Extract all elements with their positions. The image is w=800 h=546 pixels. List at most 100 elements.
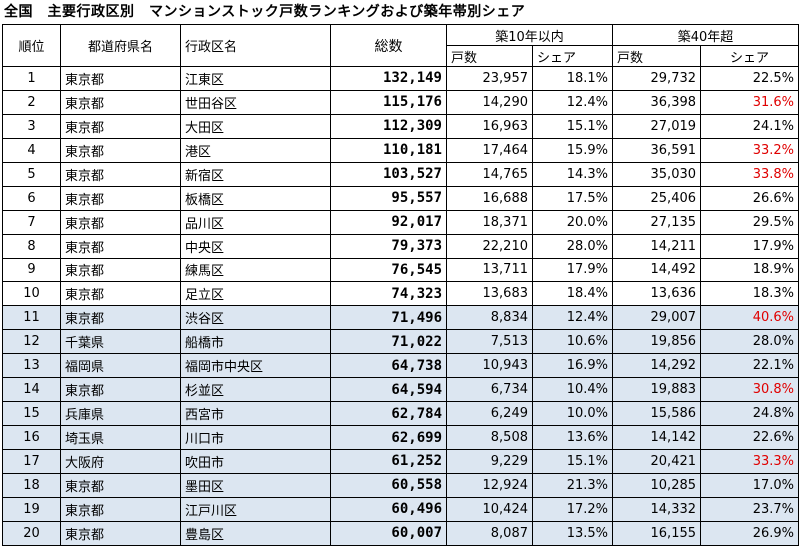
old-share-cell: 18.9% [700,257,800,283]
prefecture-cell: 兵庫県 [60,401,181,427]
recent-units-cell: 16,963 [446,113,533,139]
recent-units-cell: 9,229 [446,449,533,474]
table-row: 16 埼玉県 川口市 62,699 8,508 13.6% 14,142 22.6% [2,425,800,450]
city-cell: 江東区 [180,66,331,91]
old-share-cell: 29.5% [700,209,800,235]
old-share-cell: 24.8% [700,401,800,427]
table-row: 13 福岡県 福岡市中央区 64,738 10,943 16.9% 14,292 22.1% [2,353,800,379]
table-row: 14 東京都 杉並区 64,594 6,734 10.4% 19,883 30.8% [2,377,800,403]
total-cell: 110,181 [330,137,447,163]
table-row: 1 東京都 江東区 132,149 23,957 18.1% 29,732 22.5% [2,66,800,91]
rank-cell: 2 [2,89,61,115]
recent-share-cell: 15.1% [531,113,614,139]
recent-share-cell: 17.9% [531,257,614,283]
rank-cell: 13 [2,353,61,379]
prefecture-cell: 東京都 [60,472,181,498]
city-cell: 新宿区 [180,161,331,187]
recent-share-cell: 14.3% [531,161,614,187]
city-cell: 足立区 [180,281,331,307]
recent-share-cell: 12.4% [531,89,614,115]
recent-units-cell: 6,734 [446,377,533,403]
recent-units-cell: 6,249 [446,401,533,427]
city-cell: 川口市 [180,425,331,450]
table-row: 6 東京都 板橋区 95,557 16,688 17.5% 25,406 26.6% [2,185,800,211]
header-old-share: シェア [700,45,800,67]
old-share-cell: 28.0% [700,329,800,355]
old-units-cell: 19,856 [612,329,702,355]
recent-share-cell: 12.4% [531,305,614,331]
city-cell: 杉並区 [180,377,331,403]
prefecture-cell: 東京都 [60,257,181,283]
prefecture-cell: 千葉県 [60,329,181,355]
table-row: 15 兵庫県 西宮市 62,784 6,249 10.0% 15,586 24.8% [2,401,800,427]
prefecture-cell: 東京都 [60,233,181,259]
prefecture-cell: 東京都 [60,185,181,211]
city-cell: 西宮市 [180,401,331,427]
header-total: 総数 [330,24,447,67]
prefecture-cell: 東京都 [60,113,181,139]
old-units-cell: 27,019 [612,113,702,139]
recent-share-cell: 10.6% [531,329,614,355]
old-units-cell: 29,732 [612,66,702,91]
city-cell: 大田区 [180,113,331,139]
city-cell: 港区 [180,137,331,163]
recent-units-cell: 14,765 [446,161,533,187]
table-row: 3 東京都 大田区 112,309 16,963 15.1% 27,019 24.1% [2,113,800,139]
recent-units-cell: 8,834 [446,305,533,331]
old-units-cell: 14,492 [612,257,702,283]
recent-units-cell: 10,424 [446,496,533,522]
table-row: 9 東京都 練馬区 76,545 13,711 17.9% 14,492 18.9% [2,257,800,283]
recent-units-cell: 12,924 [446,472,533,498]
old-share-cell: 31.6% [700,89,800,115]
total-cell: 103,527 [330,161,447,187]
old-share-cell: 22.6% [700,425,800,450]
old-units-cell: 13,636 [612,281,702,307]
city-cell: 船橋市 [180,329,331,355]
table-row: 20 東京都 豊島区 60,007 8,087 13.5% 16,155 26.9% [2,520,800,546]
rank-cell: 12 [2,329,61,355]
prefecture-cell: 東京都 [60,520,181,546]
rank-cell: 14 [2,377,61,403]
total-cell: 132,149 [330,66,447,91]
old-share-cell: 33.2% [700,137,800,163]
total-cell: 95,557 [330,185,447,211]
table-row: 4 東京都 港区 110,181 17,464 15.9% 36,591 33.2% [2,137,800,163]
total-cell: 74,323 [330,281,447,307]
recent-units-cell: 13,711 [446,257,533,283]
table-row: 12 千葉県 船橋市 71,022 7,513 10.6% 19,856 28.0% [2,329,800,355]
old-share-cell: 23.7% [700,496,800,522]
recent-units-cell: 22,210 [446,233,533,259]
city-cell: 渋谷区 [180,305,331,331]
prefecture-cell: 東京都 [60,377,181,403]
old-units-cell: 29,007 [612,305,702,331]
total-cell: 60,558 [330,472,447,498]
header-old-units: 戸数 [612,45,702,67]
old-units-cell: 14,142 [612,425,702,450]
recent-share-cell: 15.1% [531,449,614,474]
city-cell: 品川区 [180,209,331,235]
recent-share-cell: 18.4% [531,281,614,307]
old-units-cell: 25,406 [612,185,702,211]
old-share-cell: 17.9% [700,233,800,259]
header-prefecture: 都道府県名 [60,24,181,67]
old-units-cell: 15,586 [612,401,702,427]
table-header: 順位 都道府県名 行政区名 総数 築10年以内 築40年超 戸数 シェア 戸数 … [2,24,800,67]
rank-cell: 1 [2,66,61,91]
old-share-cell: 24.1% [700,113,800,139]
rank-cell: 9 [2,257,61,283]
recent-units-cell: 8,508 [446,425,533,450]
prefecture-cell: 福岡県 [60,353,181,379]
header-city: 行政区名 [180,24,331,67]
city-cell: 墨田区 [180,472,331,498]
recent-share-cell: 13.5% [531,520,614,546]
table-row: 11 東京都 渋谷区 71,496 8,834 12.4% 29,007 40.6% [2,305,800,331]
old-units-cell: 19,883 [612,377,702,403]
total-cell: 64,594 [330,377,447,403]
table-row: 17 大阪府 吹田市 61,252 9,229 15.1% 20,421 33.3% [2,449,800,474]
prefecture-cell: 埼玉県 [60,425,181,450]
old-share-cell: 18.3% [700,281,800,307]
recent-units-cell: 16,688 [446,185,533,211]
total-cell: 64,738 [330,353,447,379]
old-share-cell: 22.5% [700,66,800,91]
header-group-old: 築40年超 [612,24,800,46]
